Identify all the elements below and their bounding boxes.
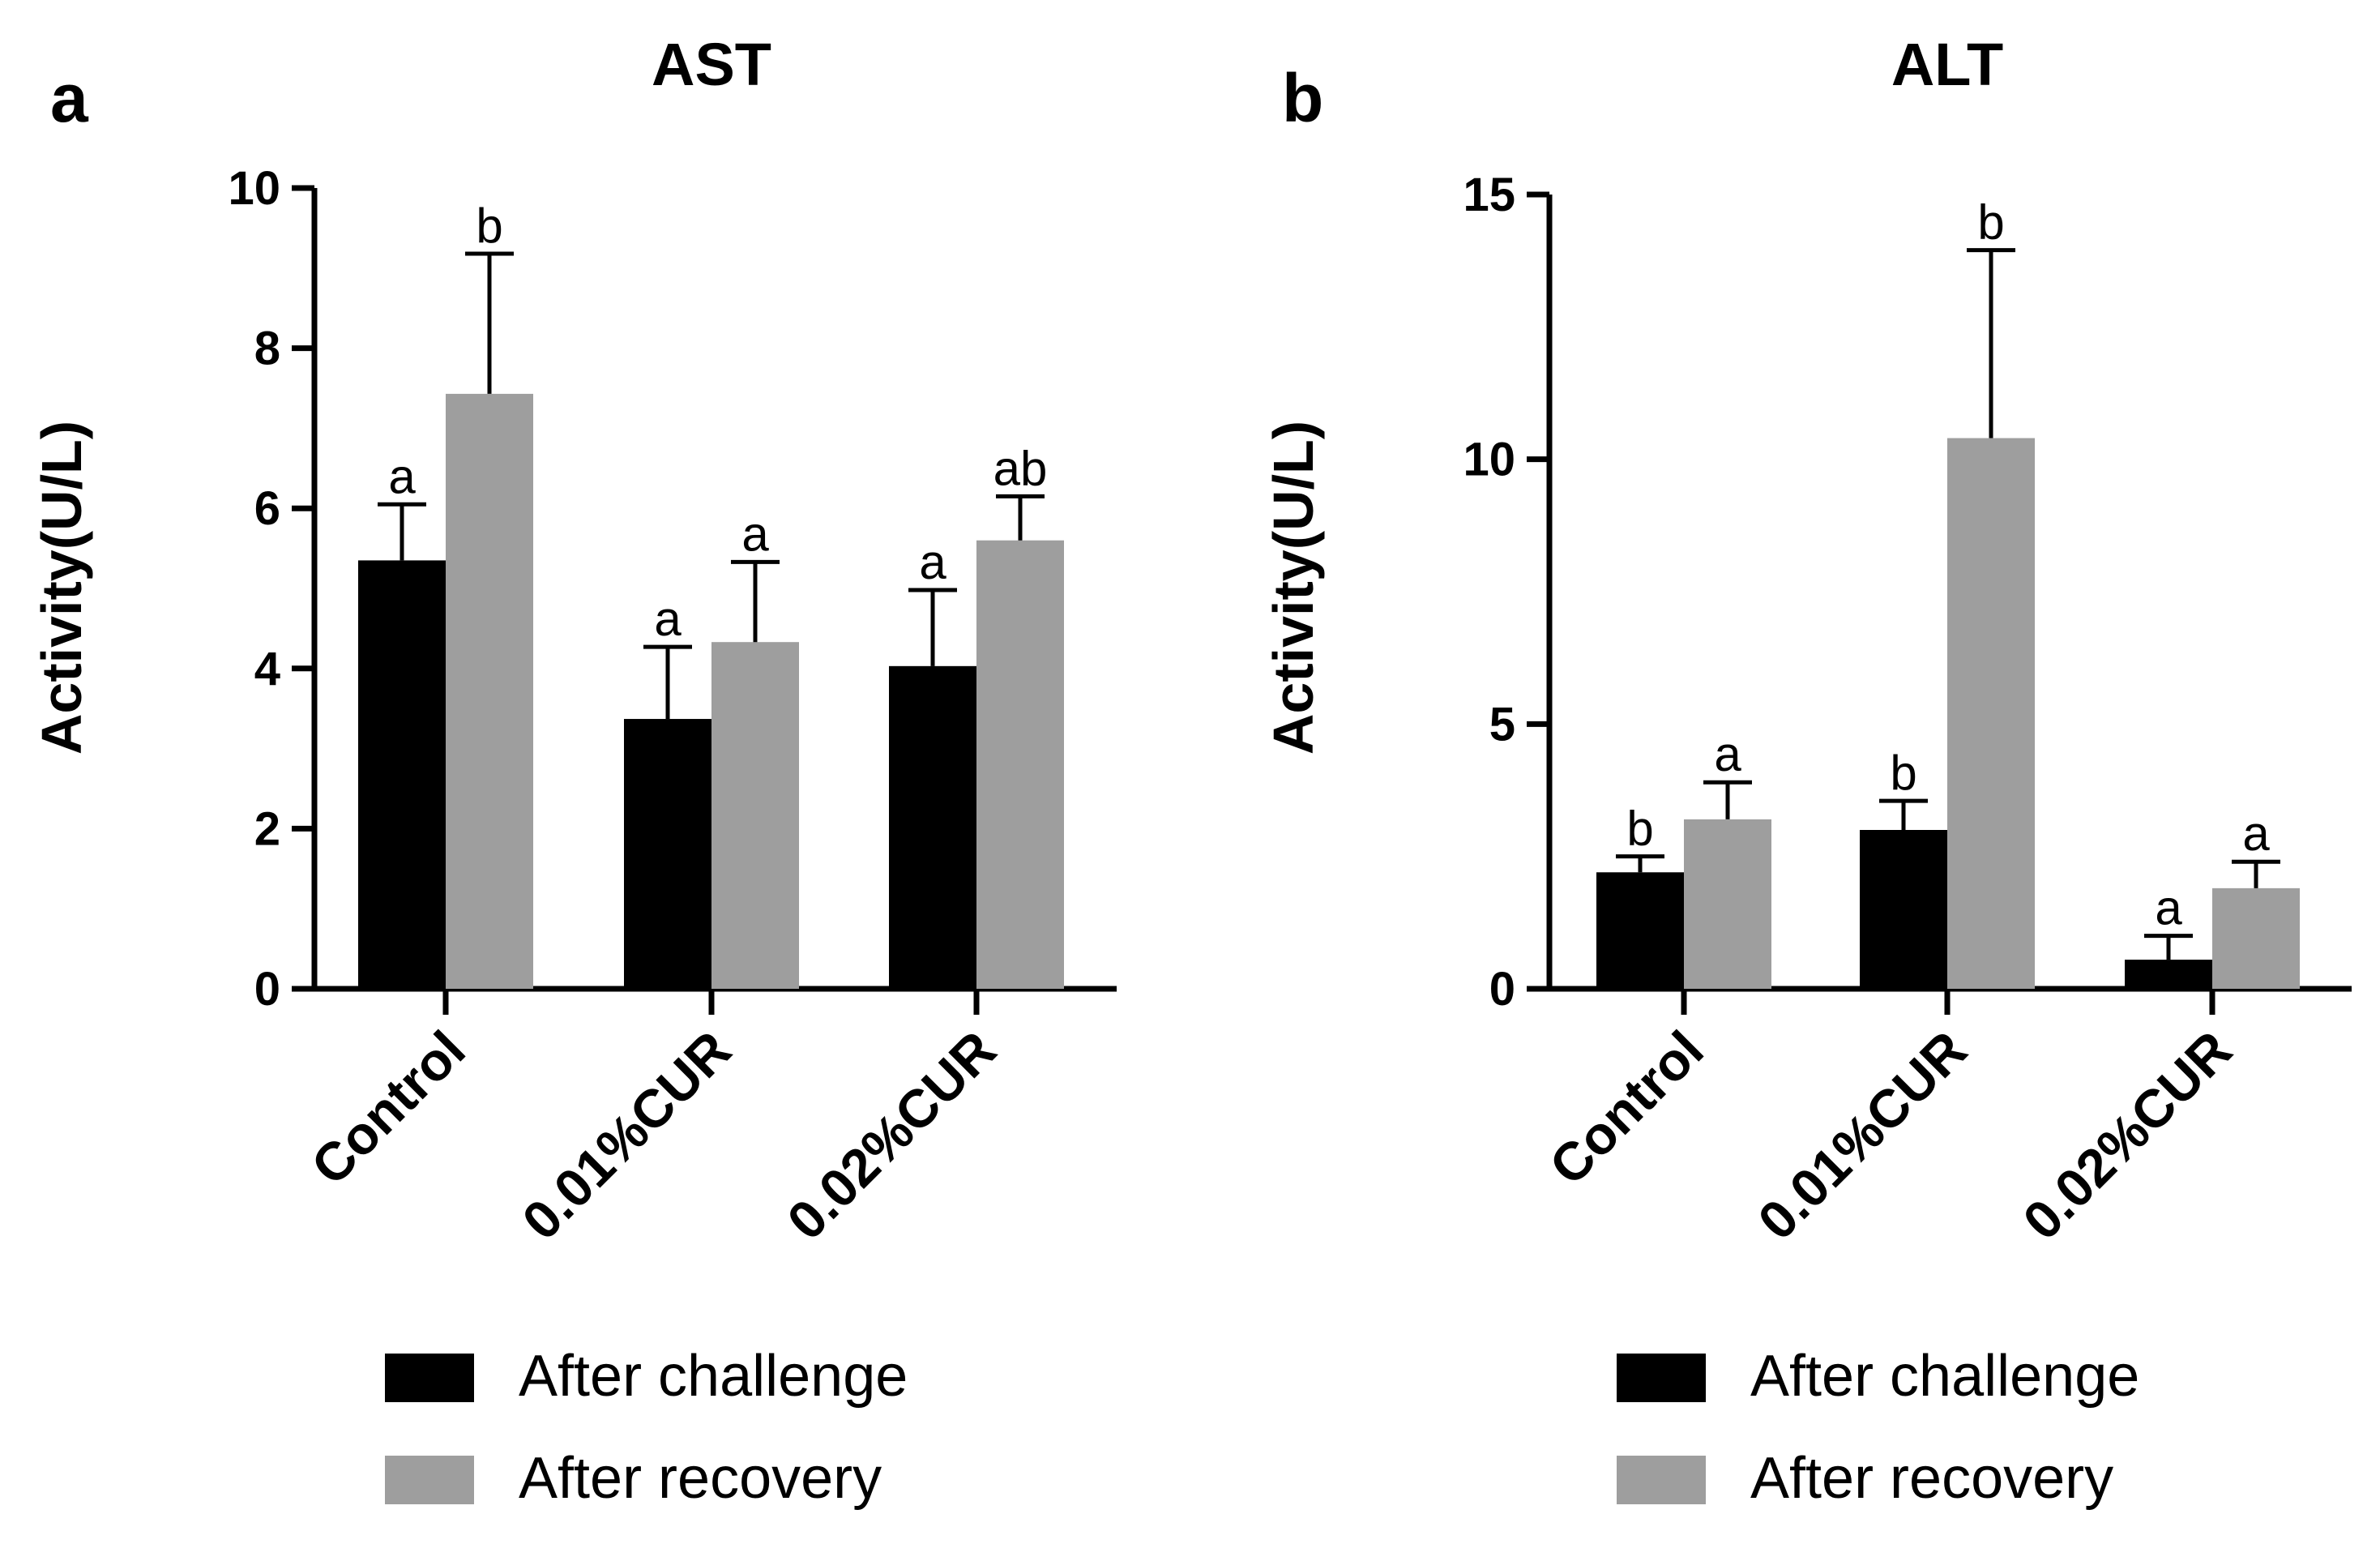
significance-label: a	[1714, 727, 1741, 781]
x-tick-label: 0.01%CUR	[511, 1020, 742, 1251]
bar-after-recovery	[1684, 819, 1771, 989]
legend-swatch-after-recovery	[1617, 1456, 1706, 1504]
panel-b-letter: b	[1282, 60, 1323, 136]
significance-label: a	[388, 449, 416, 503]
legend-label-after-challenge: After challenge	[519, 1344, 908, 1409]
legend-label-after-recovery: After recovery	[1750, 1446, 2113, 1511]
y-tick-label: 2	[254, 802, 280, 855]
panel-b-y-axis-label: Activity(U/L)	[1262, 421, 1325, 755]
panel-b-legend: After challenge After recovery	[1617, 1344, 2139, 1511]
legend-swatch-after-challenge	[1617, 1354, 1706, 1402]
y-tick-label: 6	[254, 482, 280, 535]
significance-label: a	[741, 507, 769, 561]
y-tick-label: 5	[1489, 698, 1515, 751]
y-tick-label: 10	[228, 162, 280, 215]
significance-label: a	[2155, 881, 2182, 935]
panel-a-y-axis-label: Activity(U/L)	[30, 421, 93, 755]
y-tick-label: 15	[1463, 169, 1515, 221]
significance-label: b	[1890, 746, 1916, 800]
significance-label: ab	[993, 441, 1048, 495]
panel-a-letter: a	[50, 60, 89, 136]
panel-a-legend: After challenge After recovery	[385, 1344, 908, 1511]
bar-after-recovery	[976, 540, 1064, 989]
legend-label-after-challenge: After challenge	[1750, 1344, 2139, 1409]
bar-after-recovery	[446, 393, 533, 989]
panel-b-bars: b b a a b a	[1596, 195, 2300, 989]
panel-b: b ALT Activity(U/L) b b a a b a 0 5 10 15 Control…	[1262, 31, 2352, 1511]
bar-after-recovery	[711, 642, 799, 989]
y-tick-label: 8	[254, 323, 280, 375]
y-tick-label: 4	[254, 643, 280, 695]
bar-after-challenge	[1596, 872, 1684, 989]
x-tick-label: 0.02%CUR	[776, 1020, 1007, 1251]
bar-after-recovery	[1947, 438, 2035, 989]
x-tick-label: Control	[300, 1020, 476, 1196]
legend-swatch-after-recovery	[385, 1456, 474, 1504]
bar-after-challenge	[624, 719, 711, 989]
panel-b-tick-labels: 0 5 10 15 Control 0.01%CUR 0.02%CUR	[1463, 169, 2242, 1251]
bar-after-challenge	[358, 560, 446, 989]
significance-label: b	[1626, 802, 1653, 856]
significance-label: a	[654, 592, 682, 646]
significance-label: b	[1977, 195, 2004, 250]
y-tick-label: 0	[254, 963, 280, 1016]
bar-after-challenge	[889, 665, 976, 989]
significance-label: b	[476, 199, 502, 253]
bar-after-recovery	[2212, 887, 2300, 989]
y-tick-label: 0	[1489, 963, 1515, 1016]
panel-a-title: AST	[652, 31, 771, 98]
bar-after-challenge	[1860, 830, 1947, 989]
x-tick-label: 0.02%CUR	[2011, 1020, 2243, 1251]
legend-label-after-recovery: After recovery	[519, 1446, 882, 1511]
significance-label: a	[919, 535, 946, 589]
y-tick-label: 10	[1463, 434, 1515, 486]
legend-swatch-after-challenge	[385, 1354, 474, 1402]
significance-label: a	[2242, 806, 2270, 861]
bar-after-challenge	[2125, 960, 2212, 989]
panel-b-title: ALT	[1891, 31, 2003, 98]
x-tick-label: Control	[1538, 1020, 1715, 1196]
x-tick-label: 0.01%CUR	[1746, 1020, 1978, 1251]
